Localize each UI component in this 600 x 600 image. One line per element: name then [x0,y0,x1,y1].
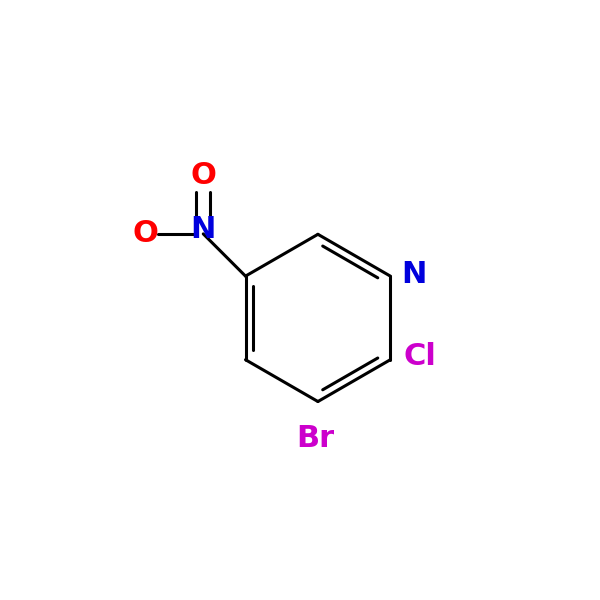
Text: Br: Br [296,424,334,453]
Text: O: O [190,161,216,190]
Text: N: N [191,215,216,244]
Text: Cl: Cl [403,342,436,371]
Text: O: O [133,220,158,248]
Text: N: N [401,260,427,289]
